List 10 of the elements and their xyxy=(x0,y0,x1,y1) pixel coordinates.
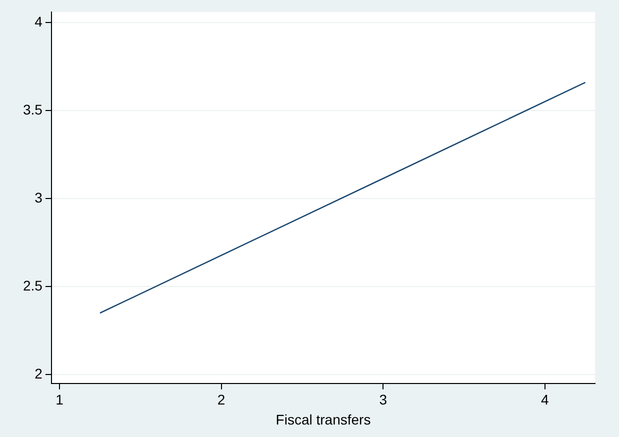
x-axis-title: Fiscal transfers xyxy=(276,411,371,428)
x-tick-label: 4 xyxy=(540,392,549,408)
y-tick-label: 3 xyxy=(34,189,43,206)
y-tick-label: 2.5 xyxy=(22,277,43,294)
y-tick-label: 4 xyxy=(34,13,43,30)
x-tick-label: 3 xyxy=(379,392,388,408)
x-tick-label: 1 xyxy=(56,392,64,408)
y-tick-label: 3.5 xyxy=(22,101,43,118)
x-tick-label: 2 xyxy=(217,392,226,408)
y-tick-label: 2 xyxy=(34,365,43,382)
